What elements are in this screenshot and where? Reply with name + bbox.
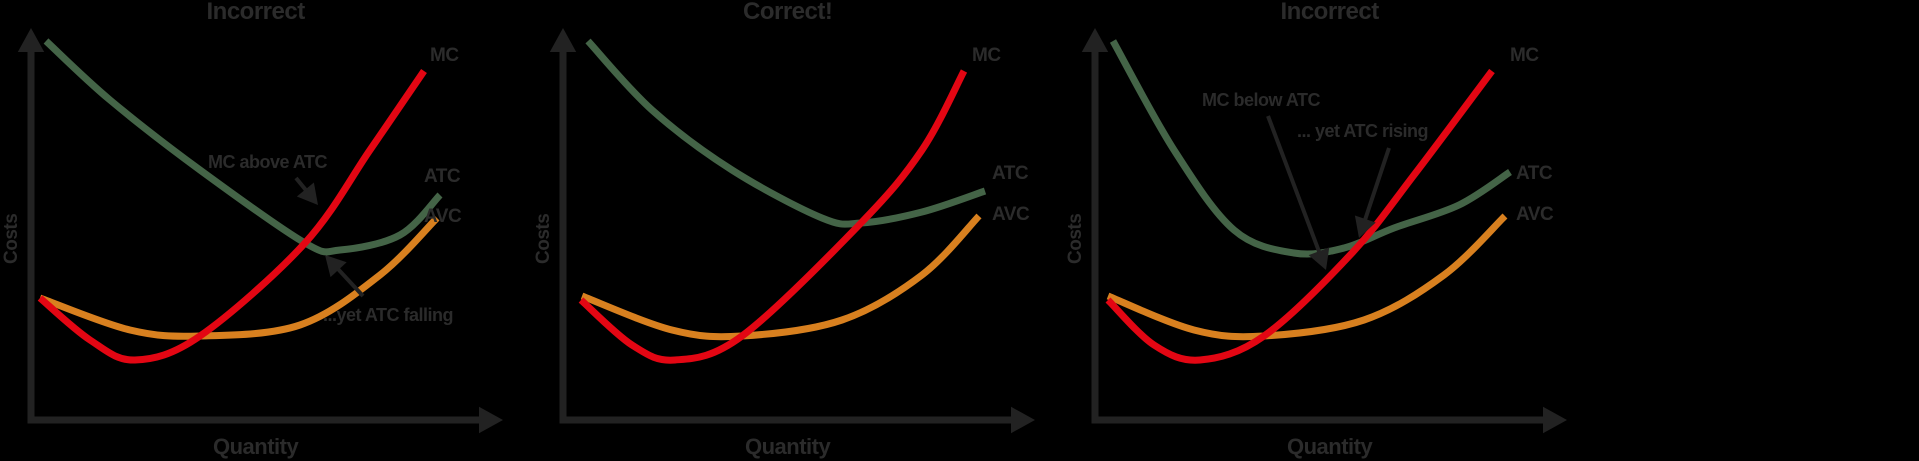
chart-panel-1: Quantity Costs Incorrect MC ATC AVC MC above… — [0, 0, 640, 461]
annotation-arrow-icon — [1354, 215, 1376, 238]
chart-title: Incorrect — [206, 0, 306, 25]
curve-mc — [1105, 68, 1495, 364]
curve-atc — [585, 38, 987, 228]
annotation-text: ... yet ATC rising — [1297, 121, 1429, 141]
curve-avc — [38, 215, 440, 340]
curve-label-mc: MC — [430, 45, 459, 66]
x-axis-arrow-icon — [479, 406, 503, 434]
chart-title: Correct! — [743, 0, 833, 25]
axes — [549, 28, 1035, 434]
axes — [17, 28, 503, 434]
curve-label-mc: MC — [972, 45, 1001, 66]
curve-avc — [580, 213, 982, 341]
curve-label-atc: ATC — [424, 166, 461, 187]
annotation-text: MC below ATC — [1202, 90, 1321, 110]
x-axis-label: Quantity — [213, 434, 299, 459]
plot-area — [549, 28, 1035, 434]
chart-panel-3: Quantity Costs Incorrect MC ATC AVC MC below… — [1064, 0, 1704, 461]
annotation-arrows — [1266, 115, 1391, 270]
plot-area — [1081, 28, 1567, 434]
curve-label-avc: AVC — [424, 206, 462, 227]
annotation-arrow-line — [1266, 115, 1322, 254]
curve-atc — [1109, 39, 1512, 258]
curves — [578, 38, 987, 364]
chart-panel-2: Quantity Costs Correct! MC ATC AVC — [532, 0, 1172, 461]
axes — [1081, 28, 1567, 434]
annotation-text: ...yet ATC falling — [323, 305, 454, 325]
x-axis-arrow-icon — [1011, 406, 1035, 434]
curves — [1105, 39, 1512, 364]
x-axis-label: Quantity — [745, 434, 831, 459]
annotation-arrow-icon — [296, 182, 318, 205]
annotation-arrow-icon — [325, 255, 347, 278]
curve-label-atc: ATC — [992, 163, 1029, 184]
y-axis-label: Costs — [533, 213, 554, 264]
annotation-arrow-line — [1362, 147, 1391, 222]
curves — [37, 38, 443, 364]
curve-mc — [37, 69, 427, 364]
annotation-arrow-line — [294, 176, 309, 193]
y-axis-arrow-icon — [17, 28, 45, 52]
y-axis-arrow-icon — [1081, 28, 1109, 52]
chart-title: Incorrect — [1280, 0, 1380, 25]
curve-label-atc: ATC — [1516, 163, 1553, 184]
curve-label-mc: MC — [1510, 45, 1539, 66]
plot-area — [17, 28, 503, 434]
curve-mc — [578, 69, 968, 364]
annotation-arrow-icon — [1308, 247, 1330, 270]
x-axis-arrow-icon — [1543, 406, 1567, 434]
curve-avc — [1106, 213, 1508, 341]
annotation-text: MC above ATC — [208, 152, 328, 172]
annotation-arrows — [294, 176, 365, 298]
curve-label-avc: AVC — [992, 204, 1030, 225]
y-axis-arrow-icon — [549, 28, 577, 52]
y-axis-label: Costs — [1, 213, 22, 264]
x-axis-label: Quantity — [1287, 434, 1373, 459]
y-axis-label: Costs — [1065, 213, 1086, 264]
annotation-arrow-line — [335, 266, 365, 298]
curve-label-avc: AVC — [1516, 204, 1554, 225]
curve-atc — [43, 38, 443, 256]
